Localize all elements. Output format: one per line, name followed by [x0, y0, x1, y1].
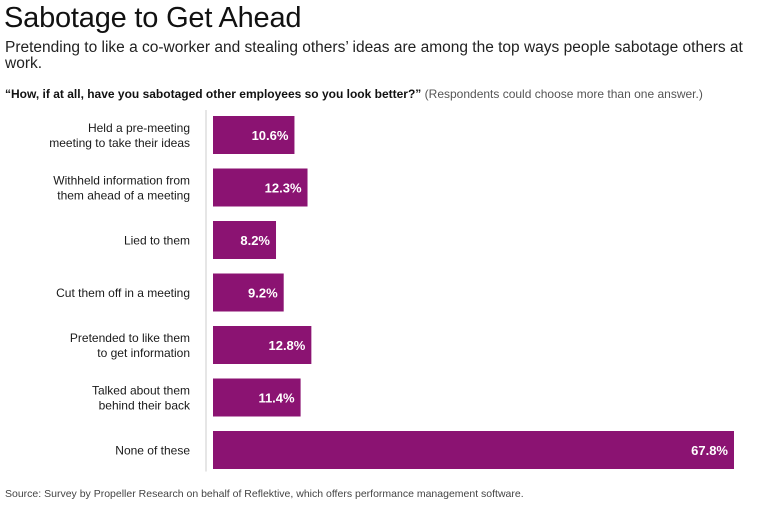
category-label-line: Lied to them — [124, 234, 190, 248]
category-label-line: Cut them off in a meeting — [56, 286, 190, 300]
survey-question: “How, if at all, have you sabotaged othe… — [5, 87, 703, 101]
bar-chart: 10.6% Held a pre-meeting meeting to take t… — [49, 110, 734, 472]
category-label-2: Withheld information from them ahead of a… — [53, 174, 190, 203]
category-label-4: Cut them off in a meeting — [56, 286, 190, 300]
chart-title: Sabotage to Get Ahead — [4, 2, 302, 34]
bar-4 — [213, 273, 284, 312]
chart-subtitle: Pretending to like a co-worker and steal… — [5, 39, 743, 72]
bar-value-label-5: 12.8% — [268, 338, 305, 353]
category-label-line: Talked about them — [92, 384, 190, 398]
category-label-6: Talked about them behind their back — [92, 384, 191, 413]
bar-value-label-1: 10.6% — [252, 128, 289, 143]
category-label-3: Lied to them — [124, 234, 190, 248]
category-label-line: Withheld information from — [53, 174, 190, 188]
category-label-7: None of these — [115, 444, 190, 458]
category-label-5: Pretended to like them to get information — [70, 331, 190, 360]
category-label-1: Held a pre-meeting meeting to take their … — [49, 121, 190, 150]
bar-value-label-4: 9.2% — [248, 286, 278, 301]
bar-6 — [213, 378, 301, 417]
bar-1 — [213, 116, 295, 154]
survey-question-note: (Respondents could choose more than one … — [424, 87, 703, 101]
survey-question-text: “How, if at all, have you sabotaged othe… — [5, 87, 422, 101]
bar-5 — [213, 326, 312, 364]
category-label-line: None of these — [115, 444, 190, 458]
bar-value-label-6: 11.4% — [258, 391, 295, 406]
bar-3 — [213, 221, 277, 259]
bar-2 — [213, 168, 308, 207]
category-label-line: them ahead of a meeting — [57, 189, 190, 203]
bar-value-label-2: 12.3% — [265, 181, 302, 196]
category-label-line: Pretended to like them — [70, 331, 190, 345]
category-label-line: Held a pre-meeting — [88, 121, 190, 135]
category-label-line: behind their back — [99, 399, 191, 413]
category-label-line: to get information — [97, 346, 190, 360]
bar-value-label-7: 67.8% — [691, 443, 728, 458]
category-label-line: meeting to take their ideas — [49, 136, 190, 150]
source-note: Source: Survey by Propeller Research on … — [5, 488, 524, 500]
bar-7 — [213, 431, 734, 469]
bar-value-label-3: 8.2% — [240, 233, 270, 248]
